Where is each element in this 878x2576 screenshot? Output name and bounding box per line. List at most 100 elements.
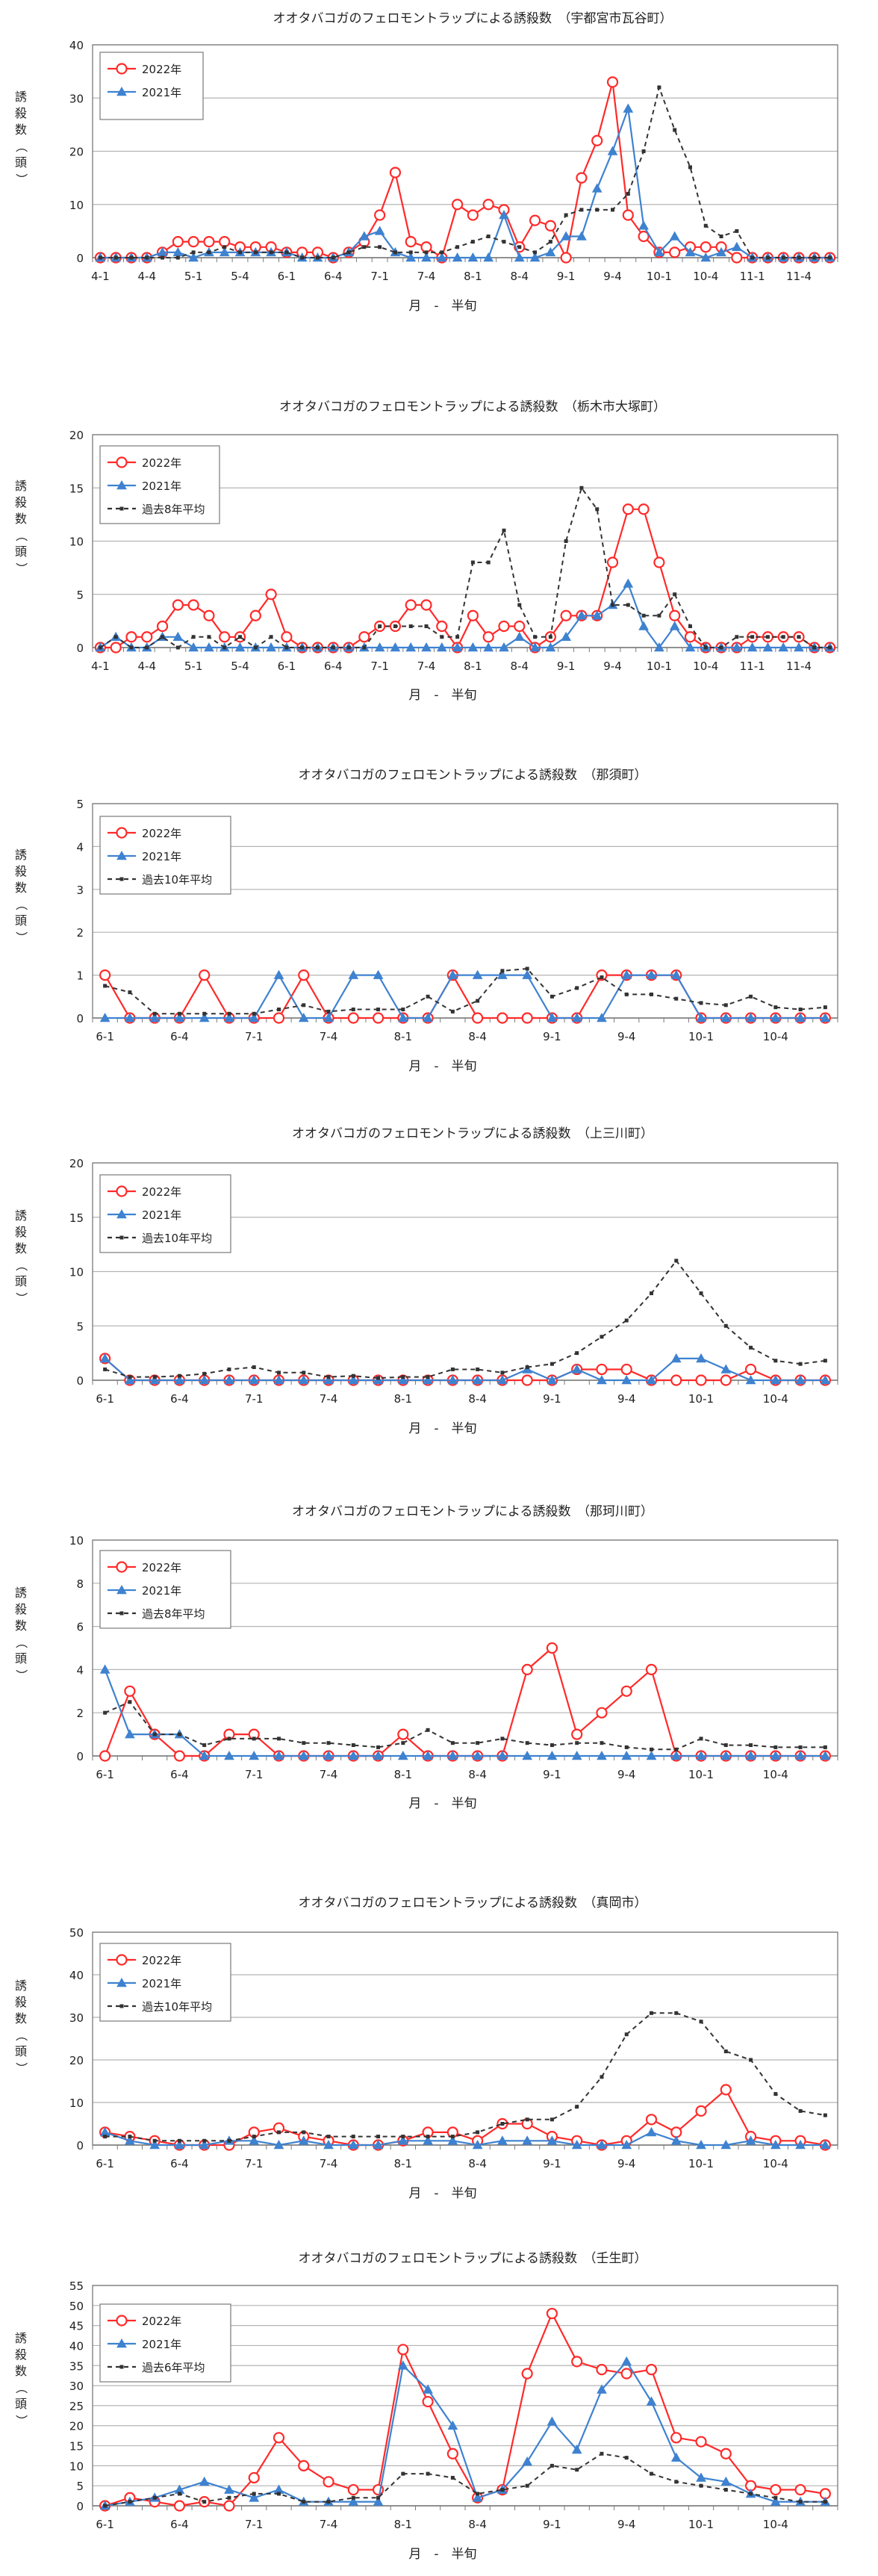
- data-point-average: [326, 1009, 331, 1014]
- data-point-2021: [820, 1750, 831, 1760]
- data-point-2021: [199, 1374, 210, 1385]
- data-point-average: [476, 2492, 480, 2496]
- data-point-2022: [521, 1374, 533, 1386]
- data-point-2022: [141, 631, 153, 643]
- legend-label: 2022年: [142, 1954, 181, 1967]
- data-point-average: [525, 2483, 529, 2488]
- data-point-average: [103, 1710, 108, 1715]
- data-point-2021: [423, 2384, 433, 2394]
- data-point-2021: [571, 2444, 582, 2454]
- y-tick-label: 40: [69, 1969, 84, 1982]
- data-point-average: [650, 2471, 653, 2476]
- data-point-average: [723, 1743, 728, 1748]
- data-point-average: [128, 990, 132, 995]
- y-tick-label: 30: [69, 2011, 84, 2025]
- data-point-average: [797, 255, 801, 260]
- data-point-2022: [249, 609, 261, 621]
- data-point-2021: [732, 241, 742, 252]
- data-point-2021: [249, 1374, 260, 1385]
- x-tick-label: 5-1: [184, 270, 203, 283]
- x-tick-label: 8-1: [394, 1392, 413, 1406]
- data-point-average: [624, 1318, 629, 1323]
- legend-marker-average: [119, 1611, 124, 1616]
- data-point-2022: [281, 631, 293, 643]
- data-point-average: [823, 1005, 827, 1010]
- legend-label: 2021年: [142, 1977, 181, 1990]
- y-axis-label-char: 誘: [15, 2331, 27, 2345]
- data-point-average: [152, 1375, 157, 1379]
- data-point-2021: [359, 231, 370, 240]
- x-tick-label: 10-4: [763, 1768, 788, 1781]
- data-point-2022: [622, 503, 634, 515]
- data-point-2022: [645, 1663, 658, 1675]
- data-point-average: [749, 994, 753, 999]
- y-axis-label-char: ）: [14, 173, 28, 185]
- data-point-2021: [597, 1012, 607, 1022]
- data-point-2022: [482, 199, 494, 211]
- data-point-2021: [397, 1750, 408, 1760]
- series-line-y2022: [104, 1646, 826, 1757]
- x-axis-label: 月 - 半旬: [408, 688, 476, 703]
- data-point-average: [450, 2135, 455, 2139]
- data-point-2022: [669, 246, 681, 258]
- x-tick-label: 11-4: [786, 270, 812, 283]
- data-point-2021: [323, 1374, 334, 1385]
- data-point-2022: [546, 2307, 558, 2320]
- data-point-average: [798, 2108, 803, 2113]
- y-tick-label: 20: [69, 429, 84, 442]
- data-point-average: [674, 2480, 679, 2484]
- data-point-2022: [273, 2432, 285, 2444]
- data-point-2022: [405, 236, 417, 248]
- y-axis-label-char: 殺: [15, 1995, 27, 2009]
- data-point-average: [326, 1741, 331, 1745]
- y-tick-label: 10: [69, 2097, 84, 2110]
- data-point-2022: [546, 1642, 558, 1654]
- x-tick-label: 6-1: [96, 1030, 114, 1043]
- data-point-average: [222, 245, 227, 249]
- legend-label: 過去10年平均: [142, 2000, 212, 2014]
- data-point-2021: [423, 1374, 433, 1385]
- series-line-y2021: [105, 2360, 826, 2507]
- data-point-2021: [125, 2135, 135, 2145]
- y-axis-label: 誘殺数 （ 頭 ）: [14, 2331, 28, 2427]
- data-point-2022: [422, 2395, 434, 2408]
- data-point-2022: [560, 252, 572, 264]
- data-point-2021: [125, 1729, 135, 1739]
- data-point-average: [600, 1335, 604, 1339]
- y-axis-label-char: ）: [14, 1669, 28, 1681]
- data-point-average: [152, 2138, 157, 2143]
- y-tick-label: 0: [76, 1012, 84, 1025]
- data-point-2022: [521, 1012, 533, 1024]
- data-point-average: [253, 250, 258, 255]
- data-point-2021: [720, 1750, 732, 1760]
- data-point-average: [376, 1745, 381, 1749]
- y-axis-label-char: （: [14, 530, 28, 541]
- data-point-2021: [646, 969, 657, 979]
- data-point-2022: [172, 236, 184, 248]
- data-point-average: [191, 635, 196, 639]
- y-axis-label-char: ）: [14, 1292, 28, 1304]
- y-axis-label-char: 殺: [15, 1602, 27, 1616]
- y-tick-label: 15: [69, 1211, 84, 1225]
- data-point-2021: [273, 1374, 284, 1385]
- data-point-average: [408, 250, 413, 255]
- data-point-average: [650, 1747, 653, 1751]
- data-point-2022: [124, 1685, 136, 1697]
- legend-marker-2022: [116, 1561, 128, 1573]
- data-point-2021: [467, 642, 479, 652]
- data-point-average: [300, 645, 305, 650]
- data-point-average: [823, 2113, 827, 2117]
- data-point-average: [227, 2138, 231, 2143]
- legend-label: 過去8年平均: [142, 503, 205, 516]
- y-axis-label-char: 誘: [15, 90, 27, 104]
- x-tick-label: 5-1: [184, 659, 203, 673]
- data-point-2021: [397, 1374, 408, 1385]
- data-point-2022: [720, 2448, 732, 2459]
- x-tick-label: 6-4: [170, 1030, 189, 1043]
- y-axis-label-char: ）: [14, 2415, 28, 2427]
- y-axis-label-char: 数: [15, 2011, 27, 2026]
- data-point-2021: [547, 1012, 558, 1022]
- data-point-average: [175, 645, 180, 650]
- data-point-average: [191, 250, 196, 255]
